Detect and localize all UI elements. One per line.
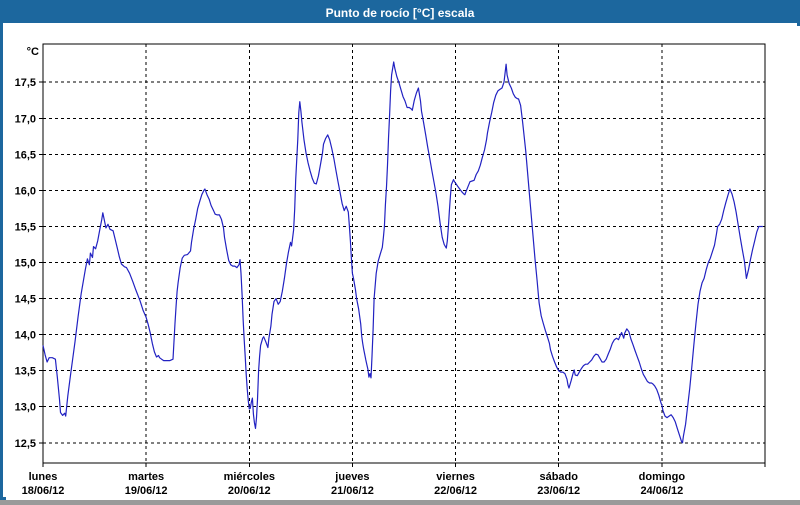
dew-point-line bbox=[42, 61, 763, 444]
y-axis-unit-label: °C bbox=[27, 46, 39, 58]
x-date-label: 23/06/12 bbox=[537, 485, 580, 497]
y-tick-label: 16,0 bbox=[15, 185, 36, 197]
x-day-label: sábado bbox=[539, 471, 578, 483]
x-date-label: 18/06/12 bbox=[22, 485, 65, 497]
y-tick-label: 16,5 bbox=[15, 149, 36, 161]
y-tick-label: 13,5 bbox=[15, 366, 36, 378]
y-tick-label: 15,5 bbox=[15, 221, 36, 233]
x-date-label: 20/06/12 bbox=[228, 485, 271, 497]
x-date-label: 21/06/12 bbox=[331, 485, 374, 497]
x-day-label: lunes bbox=[29, 471, 58, 483]
y-tick-label: 14,5 bbox=[15, 294, 36, 306]
chart-area: 12,5 13,0 13,5 14,0 14,5 15,0 15,5 16,0 16,5 17,0… bbox=[6, 26, 800, 500]
title-bar: Punto de rocío [°C] escala bbox=[3, 3, 797, 23]
x-date-label: 19/06/12 bbox=[125, 485, 168, 497]
y-tick-label: 14,0 bbox=[15, 330, 36, 342]
x-date-label: 22/06/12 bbox=[434, 485, 477, 497]
x-day-label: viernes bbox=[436, 471, 475, 483]
plot-border bbox=[42, 43, 766, 464]
x-day-label: domingo bbox=[639, 471, 686, 483]
dew-point-chart: 12,5 13,0 13,5 14,0 14,5 15,0 15,5 16,0 16,5 17,0… bbox=[15, 43, 766, 497]
x-date-label: 24/06/12 bbox=[640, 485, 683, 497]
x-day-label: martes bbox=[128, 471, 164, 483]
y-tick-label: 15,0 bbox=[15, 258, 36, 270]
x-day-label: jueves bbox=[334, 471, 369, 483]
y-tick-label: 13,0 bbox=[15, 402, 36, 414]
window-title: Punto de rocío [°C] escala bbox=[325, 6, 475, 20]
y-tick-label: 17,5 bbox=[15, 77, 36, 89]
y-tick-label: 12,5 bbox=[15, 438, 36, 450]
x-day-label: miércoles bbox=[224, 471, 275, 483]
y-tick-label: 17,0 bbox=[15, 113, 36, 125]
